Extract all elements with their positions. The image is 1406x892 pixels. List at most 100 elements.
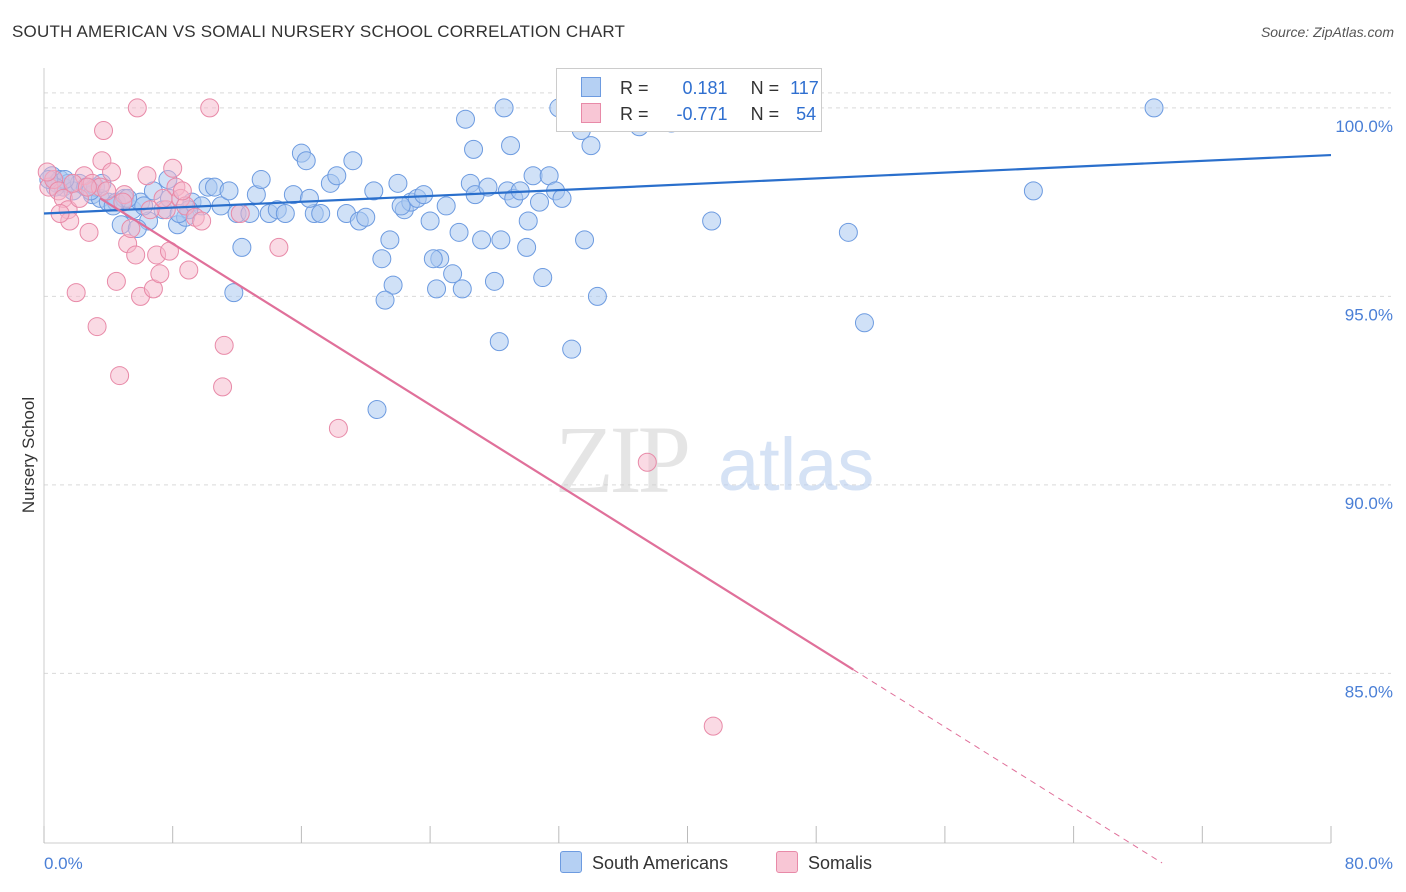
legend-r-value: 0.181 <box>682 78 728 98</box>
somali-point <box>269 237 289 257</box>
south-american-point <box>251 170 271 190</box>
somali-point <box>37 162 57 182</box>
legend-n-value: 117 <box>790 78 819 98</box>
south-american-point <box>1144 98 1164 118</box>
somali-point <box>102 162 122 182</box>
south-american-point <box>1023 181 1043 201</box>
south-americans-trend-line <box>43 153 1332 215</box>
south-american-point <box>581 136 601 156</box>
somali-point <box>121 219 141 239</box>
south-american-point <box>299 188 319 208</box>
series-legend: South Americans Somalis <box>0 851 1406 877</box>
south-american-point <box>518 211 538 231</box>
south-american-point <box>232 237 252 257</box>
south-american-point <box>356 207 376 227</box>
somali-point <box>172 181 192 201</box>
legend-item-south-americans[interactable]: South Americans <box>560 851 728 874</box>
trend-lines <box>43 153 1332 864</box>
south-american-point <box>443 264 463 284</box>
somali-point <box>192 211 212 231</box>
somali-point <box>153 188 173 208</box>
legend-swatch-pink <box>776 851 798 873</box>
legend-swatch-blue <box>581 77 601 97</box>
south-american-point <box>523 166 543 186</box>
watermark-atlas: atlas <box>718 423 874 506</box>
somali-point <box>110 366 130 386</box>
south-american-point <box>464 139 484 159</box>
south-american-point <box>275 203 295 223</box>
south-american-point <box>420 211 440 231</box>
south-american-point <box>472 230 492 250</box>
legend-row-somalis: R = -0.771 N = 54 <box>581 103 816 125</box>
somalis-trend-extension <box>852 669 1163 864</box>
somali-point <box>66 283 86 303</box>
south-american-point <box>478 177 498 197</box>
south-american-point <box>552 188 572 208</box>
x-tick-label-min: 0.0% <box>44 854 83 873</box>
south-american-point <box>575 230 595 250</box>
south-american-point <box>423 249 443 269</box>
south-american-point <box>311 203 331 223</box>
south-american-point <box>436 196 456 216</box>
legend-n-label: N = <box>750 104 780 124</box>
south-american-point <box>343 151 363 171</box>
grid-lines <box>44 92 1391 674</box>
south-american-point <box>587 286 607 306</box>
legend-r-label: R = <box>620 78 649 98</box>
south-american-point <box>391 196 411 216</box>
somali-point <box>77 177 97 197</box>
south-american-point <box>364 181 384 201</box>
south-american-point <box>388 173 408 193</box>
somali-point <box>637 452 657 472</box>
somali-point <box>79 222 99 242</box>
watermark: ZIP atlas <box>555 406 874 513</box>
somali-point <box>87 317 107 337</box>
legend-item-somalis[interactable]: Somalis <box>776 851 872 874</box>
south-american-point <box>838 222 858 242</box>
south-american-point <box>380 230 400 250</box>
y-tick-label: 90.0% <box>1345 494 1393 513</box>
somali-point <box>703 716 723 736</box>
south-american-point <box>224 283 244 303</box>
watermark-zip: ZIP <box>555 406 688 513</box>
south-american-point <box>494 98 514 118</box>
somali-point <box>137 166 157 186</box>
legend-r-label: R = <box>620 104 649 124</box>
source-credit: Source: ZipAtlas.com <box>1260 24 1394 40</box>
south-american-point <box>489 332 509 352</box>
south-american-point <box>533 268 553 288</box>
south-american-point <box>702 211 722 231</box>
somalis-trend-line <box>99 197 854 671</box>
somali-point <box>126 245 146 265</box>
tick-labels: 100.0% 95.0% 90.0% 85.0% 0.0% 80.0% <box>44 117 1393 873</box>
south-american-point <box>219 181 239 201</box>
south-american-point <box>501 136 521 156</box>
y-tick-label: 95.0% <box>1345 305 1393 324</box>
south-americans-points <box>39 98 1164 419</box>
axes <box>43 68 1332 844</box>
south-american-point <box>383 275 403 295</box>
south-american-point <box>414 185 434 205</box>
south-american-point <box>327 166 347 186</box>
south-american-point <box>517 237 537 257</box>
somalis-points <box>37 98 723 736</box>
legend-r-value: -0.771 <box>676 104 728 124</box>
south-american-point <box>854 313 874 333</box>
legend-n-label: N = <box>750 78 780 98</box>
south-american-point <box>452 279 472 299</box>
somali-point <box>150 264 170 284</box>
south-american-point <box>427 279 447 299</box>
y-axis-label: Nursery School <box>19 397 38 513</box>
somali-point <box>213 377 233 397</box>
chart-title: SOUTH AMERICAN VS SOMALI NURSERY SCHOOL … <box>12 22 626 41</box>
somali-point <box>214 335 234 355</box>
legend-swatch-blue <box>560 851 582 873</box>
somali-point <box>179 260 199 280</box>
x-tick-label-max: 80.0% <box>1345 854 1393 873</box>
south-american-point <box>449 222 469 242</box>
south-american-point <box>529 192 549 212</box>
south-american-point <box>296 151 316 171</box>
somali-point <box>97 181 117 201</box>
correlation-legend: R = 0.181 N = 117 R = -0.771 N = 54 <box>556 68 822 132</box>
